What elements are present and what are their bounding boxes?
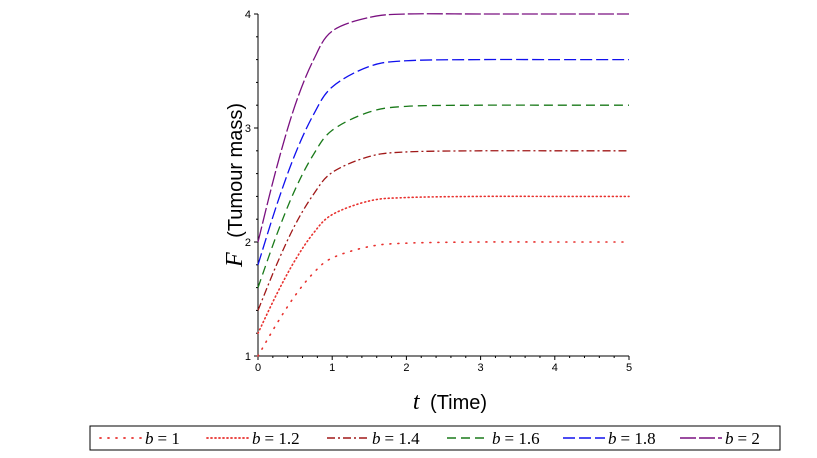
legend-symbol: b xyxy=(492,429,501,448)
y-axis-symbol: F xyxy=(222,252,248,268)
series-line-3 xyxy=(257,150,629,311)
legend-symbol: b xyxy=(725,429,734,448)
x-axis-label: t (Time) xyxy=(413,389,487,415)
legend-label: b = 1.2 xyxy=(252,429,300,448)
y-tick-label: 1 xyxy=(245,351,251,363)
x-tick-label: 5 xyxy=(626,362,632,374)
legend-symbol: b xyxy=(252,429,261,448)
x-tick-label: 4 xyxy=(552,362,558,374)
x-tick-label: 1 xyxy=(329,362,335,374)
legend-value: = 1.4 xyxy=(385,429,421,448)
legend-label: b = 1.6 xyxy=(492,429,540,448)
series-line-1 xyxy=(257,241,630,357)
y-axis-label: F (Tumour mass) xyxy=(222,103,248,268)
legend-value: = 1.2 xyxy=(265,429,300,448)
legend-value: = 1.6 xyxy=(505,429,540,448)
legend-border xyxy=(89,425,781,451)
y-tick-label: 2 xyxy=(245,237,251,249)
legend-items: b = 1 b = 1.2 b = 1.4 b = 1.6 b = 1.8 b = 2 xyxy=(99,429,760,448)
x-axis-ticks: 0 1 2 3 4 5 xyxy=(255,356,632,374)
legend-value: = 1 xyxy=(158,429,180,448)
legend-label: b = 1 xyxy=(145,429,180,448)
legend: b = 1 b = 1.2 b = 1.4 b = 1.6 b = 1.8 b = 2 xyxy=(89,425,781,451)
x-axis-symbol: t xyxy=(413,389,421,415)
legend-label: b = 2 xyxy=(725,429,760,448)
series-line-6 xyxy=(257,13,629,243)
legend-symbol: b xyxy=(372,429,381,448)
series-line-4 xyxy=(257,104,629,288)
x-tick-label: 3 xyxy=(478,362,484,374)
legend-symbol: b xyxy=(145,429,154,448)
legend-value: = 2 xyxy=(738,429,760,448)
y-tick-label: 3 xyxy=(245,123,251,135)
series-line-5 xyxy=(257,58,629,265)
x-tick-label: 2 xyxy=(403,362,409,374)
x-axis-text: (Time) xyxy=(430,392,487,414)
legend-value: = 1.8 xyxy=(621,429,656,448)
series-line-2 xyxy=(257,195,630,334)
x-tick-label: 0 xyxy=(255,362,261,374)
legend-label: b = 1.8 xyxy=(608,429,656,448)
legend-label: b = 1.4 xyxy=(372,429,420,448)
y-tick-label: 4 xyxy=(245,9,251,21)
y-axis-text: (Tumour mass) xyxy=(225,103,247,238)
series-lines xyxy=(257,13,630,357)
legend-symbol: b xyxy=(608,429,617,448)
